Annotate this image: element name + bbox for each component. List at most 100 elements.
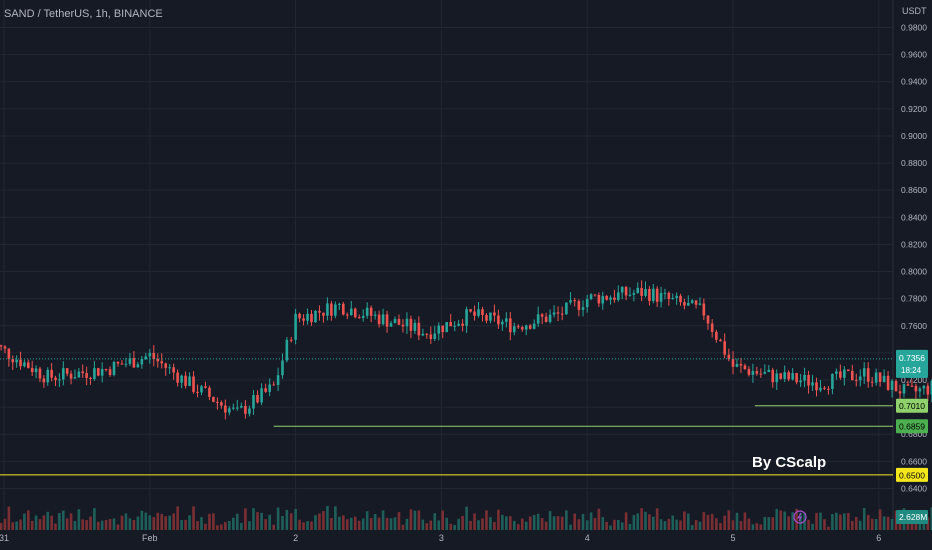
candle-body bbox=[686, 302, 690, 306]
volume-bar bbox=[477, 520, 480, 530]
volume-bar bbox=[449, 523, 452, 530]
volume-bar bbox=[417, 510, 421, 530]
volume-bar bbox=[735, 512, 739, 530]
volume-bar bbox=[152, 517, 156, 530]
volume-bar bbox=[373, 514, 377, 530]
volume-bar bbox=[192, 506, 195, 530]
candle-body bbox=[874, 372, 878, 383]
candle-body bbox=[743, 365, 747, 370]
candle-body bbox=[132, 358, 136, 368]
volume-bar bbox=[124, 513, 128, 530]
volume-bar bbox=[858, 520, 862, 530]
volume-bar bbox=[878, 509, 882, 530]
volume-bar bbox=[3, 518, 7, 530]
candle-body bbox=[11, 359, 15, 363]
candle-body bbox=[268, 384, 271, 392]
volume-bar bbox=[54, 523, 57, 530]
candle-body bbox=[224, 405, 227, 413]
lightning-bolt-glyph bbox=[796, 512, 802, 522]
volume-bar bbox=[298, 519, 301, 530]
candle-body bbox=[779, 373, 783, 379]
candle-body bbox=[85, 373, 88, 378]
volume-bar bbox=[160, 514, 164, 530]
volume-bar bbox=[393, 517, 397, 530]
candle-body bbox=[34, 368, 38, 373]
volume-bar bbox=[497, 509, 500, 530]
candle-body bbox=[184, 375, 187, 386]
volume-bar bbox=[453, 525, 456, 530]
candle-body bbox=[322, 312, 325, 316]
volume-bar bbox=[548, 511, 552, 530]
candle-body bbox=[93, 368, 96, 380]
candle-body bbox=[811, 382, 814, 386]
volume-bar bbox=[7, 506, 11, 530]
volume-bar bbox=[322, 511, 325, 530]
volume-bar bbox=[593, 517, 597, 530]
volume-bar bbox=[334, 506, 337, 530]
candle-body bbox=[477, 309, 480, 316]
volume-bar bbox=[528, 516, 532, 530]
volume-bar bbox=[671, 515, 675, 530]
candle-body bbox=[50, 369, 53, 378]
price-tick-label: 0.9000 bbox=[901, 131, 927, 141]
candle-body bbox=[228, 408, 231, 413]
volume-bar bbox=[640, 508, 643, 530]
candle-body bbox=[409, 318, 413, 331]
volume-bar bbox=[552, 516, 556, 530]
candle-body bbox=[597, 294, 601, 304]
volume-bar bbox=[710, 513, 714, 530]
candle-body bbox=[870, 381, 874, 383]
candle-body bbox=[437, 325, 441, 334]
candle-body bbox=[694, 300, 698, 305]
candle-body bbox=[42, 378, 46, 383]
volume-bar bbox=[188, 515, 191, 530]
volume-bar bbox=[338, 516, 341, 530]
candle-body bbox=[831, 373, 834, 389]
candle-body bbox=[775, 373, 779, 383]
candle-body bbox=[839, 371, 842, 378]
candle-body bbox=[544, 316, 548, 322]
candle-body bbox=[405, 318, 409, 327]
level-price-label: 0.6500 bbox=[899, 470, 925, 480]
volume-bar bbox=[232, 517, 235, 530]
candle-body bbox=[497, 315, 500, 325]
candle-body bbox=[469, 309, 472, 312]
volume-bar bbox=[791, 512, 794, 530]
candle-body bbox=[89, 377, 92, 380]
volume-bar bbox=[65, 518, 69, 530]
candle-body bbox=[23, 362, 26, 367]
volume-bar bbox=[698, 521, 702, 530]
time-tick-label: 31 bbox=[0, 533, 9, 543]
candle-body bbox=[465, 309, 468, 326]
volume-bar bbox=[200, 517, 203, 530]
candle-body bbox=[124, 363, 128, 365]
volume-bar bbox=[397, 512, 401, 530]
lightning-icon[interactable] bbox=[793, 510, 807, 524]
volume-bar bbox=[679, 520, 682, 530]
candle-body bbox=[349, 308, 353, 316]
candle-body bbox=[393, 319, 397, 324]
volume-bar bbox=[811, 523, 814, 530]
candle-body bbox=[667, 292, 671, 299]
volume-bar bbox=[326, 506, 329, 530]
candle-body bbox=[755, 371, 759, 374]
candle-body bbox=[361, 315, 365, 318]
volume-bar bbox=[719, 523, 722, 530]
price-axis-currency: USDT bbox=[902, 6, 927, 16]
volume-bar bbox=[228, 520, 231, 530]
volume-bar bbox=[220, 524, 223, 530]
candle-body bbox=[577, 300, 581, 310]
volume-bar bbox=[620, 522, 624, 530]
price-tick-label: 0.9400 bbox=[901, 77, 927, 87]
level-price-label: 0.7010 bbox=[899, 401, 925, 411]
candle-body bbox=[493, 312, 496, 316]
candle-body bbox=[926, 385, 930, 395]
candle-body bbox=[787, 372, 790, 380]
volume-bar bbox=[302, 522, 305, 530]
volume-bar bbox=[560, 516, 564, 530]
price-tick-label: 0.8000 bbox=[901, 267, 927, 277]
volume-bar bbox=[573, 513, 577, 530]
candle-body bbox=[116, 361, 120, 364]
